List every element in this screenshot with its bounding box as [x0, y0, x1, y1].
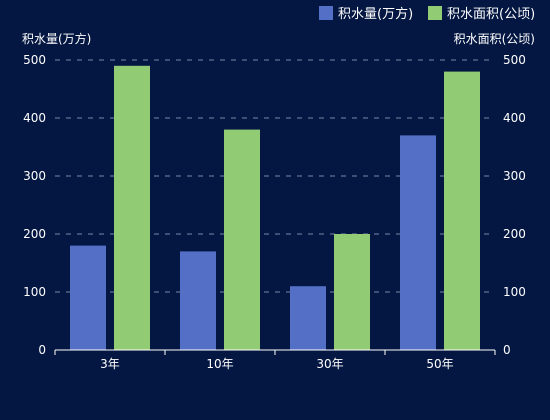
right-tick-label: 400 — [503, 111, 526, 125]
bar-water-volume — [180, 251, 216, 350]
left-axis-title: 积水量(万方) — [22, 31, 91, 46]
legend-swatch — [428, 6, 442, 20]
legend-label: 积水量(万方) — [338, 6, 413, 22]
bars — [70, 65, 480, 351]
left-tick-label: 300 — [23, 169, 46, 183]
bar-water-volume — [70, 245, 106, 350]
bar-water-area — [444, 71, 480, 350]
x-tick-label: 30年 — [316, 357, 343, 371]
right-tick-label: 200 — [503, 227, 526, 241]
left-tick-label: 0 — [38, 343, 46, 357]
legend: 积水量(万方) 积水面积(公顷) — [319, 6, 535, 22]
x-tick-label: 10年 — [206, 357, 233, 371]
right-tick-label: 500 — [503, 53, 526, 67]
x-tick-label: 50年 — [426, 357, 453, 371]
right-axis-title: 积水面积(公顷) — [454, 32, 535, 46]
right-tick-label: 100 — [503, 285, 526, 299]
bar-water-area — [114, 65, 150, 351]
left-tick-label: 200 — [23, 227, 46, 241]
legend-label: 积水面积(公顷) — [447, 7, 535, 22]
x-axis: 3年 10年 30年 50年 — [54, 349, 496, 371]
right-tick-label: 0 — [503, 343, 511, 357]
x-tick-label: 3年 — [100, 357, 120, 371]
bar-water-volume — [400, 135, 436, 350]
bar-water-area — [224, 129, 260, 350]
right-tick-label: 300 — [503, 169, 526, 183]
left-tick-label: 400 — [23, 111, 46, 125]
legend-swatch — [319, 6, 333, 20]
bar-water-area — [334, 234, 370, 350]
bar-water-volume — [290, 286, 326, 350]
left-tick-label: 500 — [23, 53, 46, 67]
left-axis-ticks: 0 100 200 300 400 500 — [23, 53, 46, 357]
left-tick-label: 100 — [23, 285, 46, 299]
right-axis-ticks: 0 100 200 300 400 500 — [503, 53, 526, 357]
